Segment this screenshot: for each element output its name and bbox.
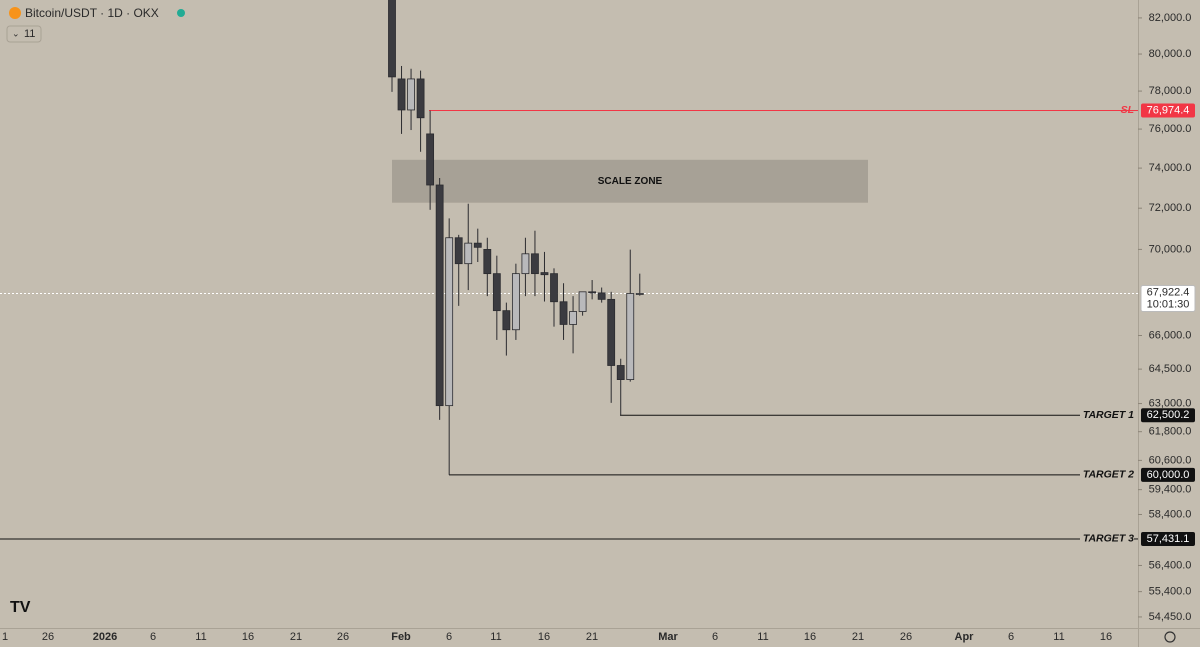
- candle-body: [397, 78, 406, 111]
- candle-body: [531, 253, 539, 275]
- candle-body: [521, 253, 530, 275]
- x-tick-label: Feb: [391, 631, 411, 643]
- candle-body: [426, 133, 435, 186]
- x-tick-label: 6: [446, 631, 452, 643]
- candle-body: [454, 237, 463, 265]
- x-tick-label: 6: [712, 631, 718, 643]
- x-tick-label: 11: [757, 631, 768, 643]
- candle-body: [597, 292, 606, 300]
- y-tick-label: 59,400.0: [1149, 484, 1192, 496]
- y-tick-label: 60,600.0: [1149, 454, 1192, 466]
- y-tick-label: 64,500.0: [1149, 363, 1192, 375]
- indicator-count: 11: [24, 28, 35, 40]
- y-tick-label: 82,000.0: [1149, 12, 1192, 24]
- candle-body: [483, 249, 492, 275]
- y-tick-label: 76,000.0: [1149, 123, 1192, 135]
- candle-body: [445, 237, 454, 407]
- level-label: SL: [1121, 104, 1134, 116]
- y-tick-label: 74,000.0: [1149, 162, 1192, 174]
- y-tick-label: 80,000.0: [1149, 48, 1192, 60]
- status-dot: [177, 9, 185, 17]
- level-price-box: [1141, 103, 1195, 118]
- x-tick-label: 16: [804, 631, 816, 643]
- candle-body: [607, 298, 616, 366]
- symbol-icon: [9, 7, 21, 19]
- last-price-box: [1140, 284, 1196, 312]
- symbol-title: Bitcoin/USDT · 1D · OKX: [25, 6, 159, 20]
- x-tick-label: 11: [195, 631, 206, 643]
- candle-body: [616, 365, 625, 380]
- x-tick-label: 21: [290, 631, 302, 643]
- level-price-label: 62,500.2: [1147, 409, 1190, 421]
- scale-zone: [392, 159, 868, 203]
- y-tick-label: 78,000.0: [1149, 85, 1192, 97]
- x-tick-label: 26: [337, 631, 349, 643]
- last-price-label: 67,922.4: [1147, 286, 1190, 298]
- x-tick-label: 6: [1008, 631, 1014, 643]
- zone-label: SCALE ZONE: [598, 176, 663, 187]
- level-label: TARGET 1: [1083, 409, 1134, 421]
- candle-body: [540, 272, 549, 276]
- plot-area: SCALE ZONE: [0, 0, 1138, 540]
- candle-body: [464, 242, 473, 265]
- x-tick-label: Apr: [955, 631, 975, 643]
- x-tick-label: 6: [150, 631, 156, 643]
- y-tick-label: 56,400.0: [1149, 559, 1192, 571]
- y-tick-label: 54,450.0: [1149, 611, 1192, 623]
- candle-body: [559, 301, 568, 325]
- y-tick-label: 58,400.0: [1149, 508, 1192, 520]
- x-tick-label: 16: [538, 631, 550, 643]
- y-tick-label: 55,400.0: [1149, 586, 1192, 598]
- candle-body: [502, 310, 511, 331]
- indicator-toggle[interactable]: [6, 25, 42, 43]
- candle-body: [588, 291, 597, 294]
- level-price-label: 57,431.1: [1147, 533, 1190, 545]
- candle-body: [569, 311, 577, 325]
- indicator-chevron: ⌄: [12, 28, 20, 38]
- candle-body: [578, 291, 587, 312]
- x-tick-label: Mar: [658, 631, 678, 643]
- y-tick-label: 72,000.0: [1149, 202, 1192, 214]
- x-tick-label: 11: [1053, 631, 1064, 643]
- x-tick-label: 2026: [93, 631, 117, 643]
- candle-body: [435, 184, 444, 407]
- level-label: TARGET 3: [1083, 533, 1134, 545]
- level-label: TARGET 2: [1083, 469, 1134, 481]
- level-price-box: [1141, 467, 1195, 482]
- countdown-label: 10:01:30: [1147, 298, 1190, 310]
- candle-body: [492, 273, 501, 312]
- x-tick-label: 16: [242, 631, 254, 643]
- candle-body: [473, 242, 482, 248]
- candle-body: [635, 293, 644, 295]
- candle-body: [626, 293, 635, 380]
- settings-icon[interactable]: [1164, 631, 1176, 643]
- x-tick-label: 26: [42, 631, 54, 643]
- x-tick-label: 26: [900, 631, 912, 643]
- y-tick-label: 63,000.0: [1149, 397, 1192, 409]
- x-tick-label: 21: [586, 631, 598, 643]
- level-price-box: [1141, 531, 1195, 546]
- candle-body: [388, 0, 396, 78]
- level-price-box: [1141, 408, 1195, 423]
- candle-body: [416, 78, 425, 119]
- level-price-label: 60,000.0: [1147, 469, 1190, 481]
- candle-body: [550, 273, 558, 303]
- level-price-label: 76,974.4: [1147, 104, 1190, 116]
- x-tick-label: 16: [1100, 631, 1112, 643]
- y-tick-label: 70,000.0: [1149, 243, 1192, 255]
- x-tick-label: 21: [852, 631, 864, 643]
- tv-logo[interactable]: TV: [10, 599, 31, 616]
- y-tick-label: 61,800.0: [1149, 426, 1192, 438]
- candle-body: [407, 78, 415, 111]
- y-tick-label: 66,000.0: [1149, 329, 1192, 341]
- x-tick-label: 11: [490, 631, 501, 643]
- candle-body: [511, 273, 520, 331]
- header: Bitcoin/USDT · 1D · OKX ⌄ 11: [6, 6, 185, 43]
- x-tick-label: 1: [2, 631, 8, 643]
